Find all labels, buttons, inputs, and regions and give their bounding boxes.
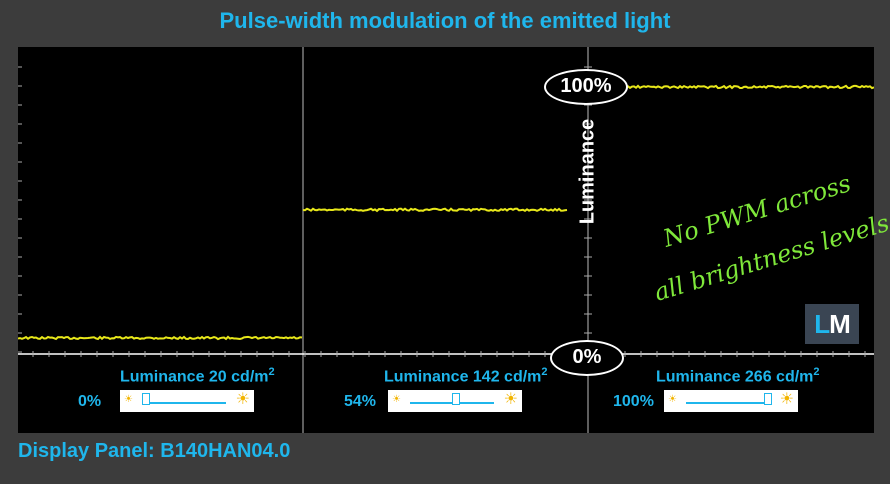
panel-2-sup: 2 <box>541 366 548 378</box>
y-axis-label: Luminance <box>576 118 599 225</box>
sun-large-icon: ☀ <box>779 391 794 408</box>
panel-3-brightness-slider: ☀ ☀ <box>664 390 798 412</box>
panel-1-percent: 0% <box>78 393 102 410</box>
panel-3-sup: 2 <box>813 366 820 378</box>
logo-l: L <box>814 309 830 339</box>
panel-3-percent: 100% <box>613 393 654 410</box>
panel-2-percent: 54% <box>344 393 377 410</box>
panel-2-luminance: Luminance 142 cd/m2 <box>384 366 548 386</box>
panel-2-label: Luminance 142 cd/m <box>384 368 542 386</box>
sun-small-icon: ☀ <box>668 394 677 405</box>
plot-svg <box>18 47 874 433</box>
sun-large-icon: ☀ <box>235 391 250 408</box>
sun-large-icon: ☀ <box>503 391 518 408</box>
trace-series-1 <box>18 335 303 341</box>
badge-100: 100% <box>544 69 628 105</box>
logo-m: M <box>829 309 851 339</box>
slider-track <box>686 402 770 404</box>
trace-series-2 <box>302 207 568 213</box>
oscilloscope-plot <box>18 47 874 433</box>
sun-small-icon: ☀ <box>392 394 401 405</box>
display-panel-label: Display Panel: B140HAN04.0 <box>18 440 291 462</box>
trace-series-3 <box>617 84 874 90</box>
panel-1-label: Luminance 20 cd/m <box>120 368 269 386</box>
page-title: Pulse-width modulation of the emitted li… <box>219 8 671 33</box>
slider-thumb <box>764 393 772 405</box>
slider-track <box>410 402 494 404</box>
badge-0: 0% <box>550 340 624 376</box>
sun-small-icon: ☀ <box>124 394 133 405</box>
slider-track <box>142 402 226 404</box>
slider-thumb <box>142 393 150 405</box>
slider-thumb <box>452 393 461 405</box>
panel-1-luminance: Luminance 20 cd/m2 <box>120 366 275 386</box>
panel-3-label: Luminance 266 cd/m <box>656 368 814 386</box>
panel-1-sup: 2 <box>268 366 275 378</box>
panel-3-luminance: Luminance 266 cd/m2 <box>656 366 820 386</box>
panel-1-brightness-slider: ☀ ☀ <box>120 390 254 412</box>
lm-logo: LM <box>805 304 859 344</box>
panel-2-brightness-slider: ☀ ☀ <box>388 390 522 412</box>
